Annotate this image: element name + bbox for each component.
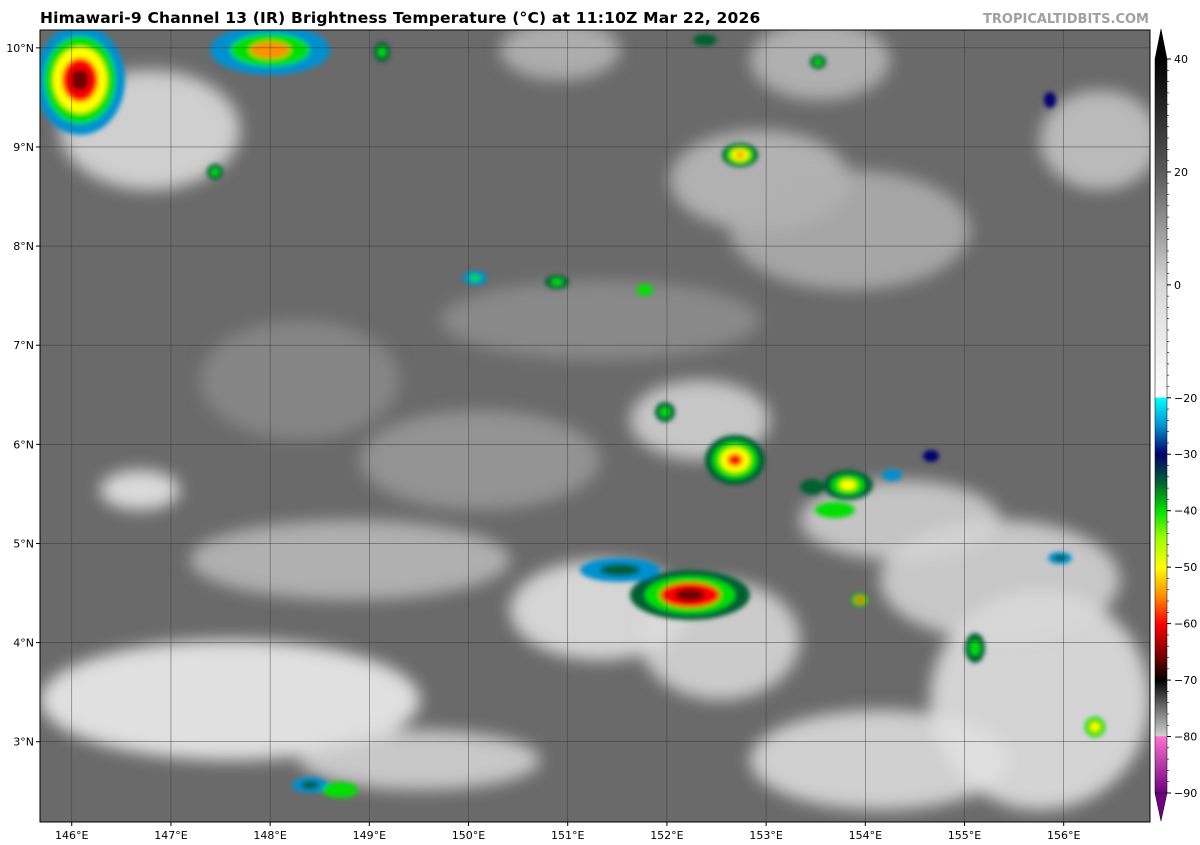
- convective-cell: [1044, 92, 1056, 108]
- convective-cells: [40, 30, 1105, 798]
- longitude-label: 147°E: [154, 829, 187, 842]
- longitude-label: 153°E: [749, 829, 782, 842]
- latitude-label: 3°N: [13, 736, 34, 749]
- cloud-patch: [300, 730, 540, 790]
- convective-cell: [630, 570, 750, 620]
- convective-cell: [1048, 552, 1072, 564]
- convective-cell: [705, 435, 765, 485]
- colorbar-tick-label: 0: [1174, 279, 1181, 292]
- convective-cell: [800, 479, 824, 495]
- cloud-patch: [800, 480, 1000, 560]
- longitude-label: 155°E: [948, 829, 981, 842]
- latitude-label: 4°N: [13, 637, 34, 650]
- convective-cell: [322, 782, 358, 798]
- longitude-label: 156°E: [1047, 829, 1080, 842]
- graticule: [40, 30, 1150, 822]
- source-credit: TROPICALTIDBITS.COM: [983, 12, 1149, 27]
- cloud-patch: [100, 470, 180, 510]
- colorbar-tick-label: 20: [1174, 166, 1188, 179]
- latitude-label: 7°N: [13, 339, 34, 352]
- cloud-patch: [200, 320, 400, 440]
- colorbar-max-extend: [1154, 28, 1168, 60]
- convective-cell: [810, 55, 826, 69]
- colorbar-min-extend: [1154, 792, 1168, 822]
- colorbar: 40 20 0 −20 −30 −40 −50 −60 −70 −80 −90: [1154, 28, 1197, 822]
- cloud-patch: [730, 170, 970, 290]
- convective-cell: [722, 143, 758, 167]
- cloud-patch: [500, 30, 620, 80]
- convective-cell: [965, 633, 985, 663]
- convective-cell: [1085, 717, 1105, 737]
- latitude-labels: 3°N 4°N 5°N 6°N 7°N 8°N 9°N 10°N: [6, 42, 40, 749]
- colorbar-tick-label: −20: [1174, 392, 1197, 405]
- latitude-label: 9°N: [13, 141, 34, 154]
- cloud-field: [40, 30, 1150, 810]
- longitude-label: 148°E: [253, 829, 286, 842]
- convective-cell: [580, 558, 660, 582]
- convective-cell: [374, 42, 390, 62]
- convective-cell: [463, 271, 487, 285]
- colorbar-tick-label: 40: [1174, 53, 1188, 66]
- longitude-label: 154°E: [849, 829, 882, 842]
- latitude-label: 6°N: [13, 438, 34, 451]
- map-frame: [39, 29, 1151, 823]
- longitude-label: 151°E: [551, 829, 584, 842]
- colorbar-tick-label: −40: [1174, 505, 1197, 518]
- convective-cell: [693, 34, 717, 46]
- colorbar-tick-label: −50: [1174, 561, 1197, 574]
- cloud-patch: [750, 710, 1010, 810]
- convective-cell: [292, 777, 328, 793]
- cloud-patch: [1040, 90, 1150, 190]
- longitude-label: 146°E: [55, 829, 88, 842]
- convective-cell: [852, 594, 868, 606]
- cloud-patch: [190, 520, 510, 600]
- map-title: Himawari-9 Channel 13 (IR) Brightness Te…: [40, 9, 761, 27]
- longitude-label: 152°E: [650, 829, 683, 842]
- convective-cell: [655, 402, 675, 422]
- convective-cell: [40, 30, 125, 135]
- cloud-patch: [360, 410, 600, 510]
- convective-cell: [923, 450, 939, 462]
- longitude-labels: 146°E 147°E 148°E 149°E 150°E 151°E 152°E 153°E…: [55, 822, 1080, 842]
- longitude-label: 150°E: [452, 829, 485, 842]
- colorbar-tick-label: −80: [1174, 731, 1197, 744]
- colorbar-tick-label: −70: [1174, 674, 1197, 687]
- colorbar-tick-label: −60: [1174, 618, 1197, 631]
- convective-cell: [882, 469, 902, 481]
- convective-cell: [815, 502, 855, 518]
- convective-cell: [823, 470, 873, 500]
- cloud-patch: [40, 640, 420, 760]
- colorbar-tick-label: −90: [1174, 787, 1197, 800]
- latitude-label: 10°N: [6, 42, 34, 55]
- latitude-label: 5°N: [13, 537, 34, 550]
- convective-cell: [207, 164, 223, 180]
- longitude-label: 149°E: [353, 829, 386, 842]
- convective-cell: [545, 275, 569, 289]
- colorbar-gradient: [1154, 58, 1168, 794]
- colorbar-tick-label: −30: [1174, 448, 1197, 461]
- latitude-label: 8°N: [13, 240, 34, 253]
- cloud-patch: [440, 280, 760, 360]
- convective-cell: [637, 284, 653, 296]
